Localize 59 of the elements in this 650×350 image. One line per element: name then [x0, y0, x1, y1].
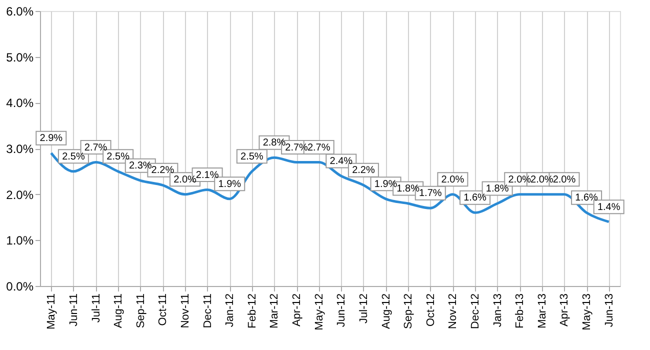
x-tick-label: Sep-11: [134, 294, 147, 328]
data-label: 1.6%: [464, 192, 487, 204]
data-label: 1.8%: [396, 184, 420, 194]
data-label: 2.4%: [330, 156, 353, 167]
x-tick-label: Dec-11: [202, 294, 214, 328]
data-label: 2.8%: [262, 138, 286, 149]
x-tick-label: Aug-11: [112, 294, 125, 328]
x-tick-label: Aug-12: [380, 294, 392, 329]
x-tick-label: Sep-12: [402, 294, 415, 329]
data-label: 1.4%: [597, 202, 620, 213]
data-label: 2.2%: [151, 165, 174, 176]
x-tick-label: Nov-12: [447, 294, 460, 329]
x-tick-label: Jun-13: [603, 294, 616, 328]
data-label: 2.7%: [307, 142, 330, 154]
y-tick-label: 0.0%: [6, 280, 34, 294]
x-tick-label: May-13: [581, 294, 594, 330]
data-label: 2.2%: [352, 165, 375, 176]
x-tick-label: Jan-12: [224, 294, 236, 328]
data-label: 2.3%: [128, 160, 152, 172]
data-label: 1.6%: [575, 192, 598, 204]
x-tick-label: Jul-11: [90, 294, 102, 323]
data-label: 1.7%: [418, 188, 442, 200]
x-tick-label: Jan-13: [492, 294, 504, 328]
x-tick-label: Apr-13: [558, 294, 571, 327]
x-tick-label: Feb-13: [514, 294, 526, 328]
x-tick-label: Nov-11: [180, 294, 192, 328]
y-tick-label: 1.0%: [6, 234, 34, 248]
data-label: 2.7%: [285, 142, 308, 154]
data-label: 2.5%: [62, 151, 85, 162]
y-tick-label: 2.0%: [6, 188, 34, 202]
data-label: 2.7%: [84, 142, 108, 154]
x-tick-label: May-11: [46, 294, 58, 330]
x-tick-label: Dec-12: [470, 294, 482, 329]
data-label: 2.9%: [40, 133, 63, 144]
x-tick-label: Mar-12: [268, 294, 281, 328]
data-label: 2.5%: [106, 151, 130, 162]
data-label: 2.0%: [552, 174, 576, 186]
x-tick-label: Jul-12: [358, 294, 370, 324]
data-label: 2.0%: [441, 174, 464, 186]
x-tick-label: May-12: [313, 294, 326, 330]
data-label: 1.9%: [374, 178, 398, 190]
data-label: 2.0%: [174, 174, 197, 186]
x-tick-label: Jun-12: [336, 294, 348, 328]
x-tick-label: Mar-13: [536, 294, 548, 328]
y-tick-label: 6.0%: [6, 4, 34, 18]
data-label: 2.5%: [240, 151, 264, 162]
data-label: 2.0%: [530, 174, 554, 186]
data-label: 2.0%: [508, 174, 532, 186]
x-tick-label: Oct-12: [424, 294, 437, 327]
data-label: 1.8%: [486, 184, 509, 194]
y-tick-label: 3.0%: [6, 142, 34, 156]
x-tick-label: Oct-11: [157, 294, 170, 326]
x-tick-label: Feb-12: [246, 294, 258, 328]
data-label: 1.9%: [218, 178, 242, 190]
y-tick-label: 5.0%: [6, 50, 34, 64]
x-tick-label: Jun-11: [68, 294, 80, 326]
y-tick-label: 4.0%: [6, 96, 34, 110]
data-label: 2.1%: [196, 170, 219, 181]
x-tick-label: Apr-12: [291, 294, 304, 327]
